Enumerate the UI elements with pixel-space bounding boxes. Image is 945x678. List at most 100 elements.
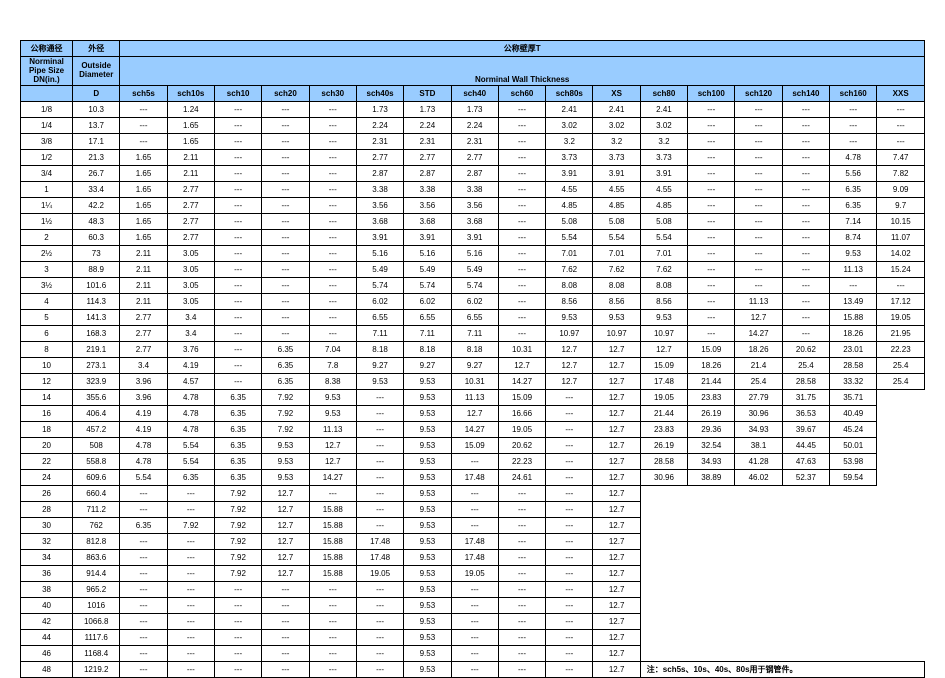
- table-row: 22558.84.785.546.359.5312.7---9.53---22.…: [21, 454, 925, 470]
- cell-d: 141.3: [73, 310, 120, 326]
- cell-val: 11.13: [309, 422, 356, 438]
- cell-val: ---: [262, 230, 309, 246]
- cell-val: 6.35: [214, 390, 261, 406]
- cell-val: 5.08: [593, 214, 640, 230]
- cell-val: ---: [498, 262, 545, 278]
- cell-blank: [735, 502, 782, 518]
- cell-val: ---: [214, 150, 261, 166]
- table-row: 24609.65.546.356.359.5314.27---9.5317.48…: [21, 470, 925, 486]
- cell-dn: 1½: [21, 214, 73, 230]
- cell-val: ---: [120, 630, 167, 646]
- hdr-sch-sch30: sch30: [309, 86, 356, 102]
- cell-val: 17.48: [451, 470, 498, 486]
- cell-val: 9.53: [404, 422, 451, 438]
- cell-blank: [830, 534, 877, 550]
- cell-val: ---: [546, 486, 593, 502]
- cell-blank: [688, 646, 735, 662]
- cell-val: 6.35: [262, 342, 309, 358]
- cell-val: 4.19: [120, 406, 167, 422]
- cell-d: 558.8: [73, 454, 120, 470]
- cell-val: ---: [356, 486, 403, 502]
- cell-val: ---: [546, 646, 593, 662]
- cell-val: 9.53: [262, 470, 309, 486]
- cell-val: ---: [356, 502, 403, 518]
- cell-val: 10.97: [546, 326, 593, 342]
- cell-val: 8.74: [830, 230, 877, 246]
- cell-val: ---: [498, 566, 545, 582]
- cell-val: 4.57: [167, 374, 214, 390]
- cell-val: 34.93: [688, 454, 735, 470]
- cell-val: ---: [309, 214, 356, 230]
- cell-val: 1.73: [356, 102, 403, 118]
- cell-val: 38.89: [688, 470, 735, 486]
- cell-val: 6.35: [214, 422, 261, 438]
- cell-val: ---: [546, 566, 593, 582]
- cell-val: 10.31: [498, 342, 545, 358]
- hdr-sch-sch100: sch100: [688, 86, 735, 102]
- cell-val: 7.01: [640, 246, 687, 262]
- hdr-sch-sch120: sch120: [735, 86, 782, 102]
- cell-val: ---: [546, 614, 593, 630]
- cell-val: 12.7: [262, 550, 309, 566]
- cell-val: 9.53: [404, 470, 451, 486]
- cell-val: 12.7: [593, 598, 640, 614]
- cell-val: 6.35: [262, 374, 309, 390]
- cell-val: ---: [214, 614, 261, 630]
- cell-val: 12.7: [546, 342, 593, 358]
- cell-val: ---: [214, 358, 261, 374]
- cell-val: ---: [309, 198, 356, 214]
- cell-val: 34.93: [735, 422, 782, 438]
- cell-blank: [877, 470, 925, 486]
- cell-blank: [877, 646, 925, 662]
- cell-val: 3.02: [546, 118, 593, 134]
- cell-val: 3.2: [546, 134, 593, 150]
- cell-val: ---: [688, 198, 735, 214]
- cell-blank: [830, 518, 877, 534]
- cell-val: 30.96: [735, 406, 782, 422]
- cell-val: ---: [120, 614, 167, 630]
- cell-val: 16.66: [498, 406, 545, 422]
- cell-blank: [688, 550, 735, 566]
- table-row: 4114.32.113.05---------6.026.026.02---8.…: [21, 294, 925, 310]
- cell-val: 6.55: [451, 310, 498, 326]
- cell-val: 5.74: [404, 278, 451, 294]
- cell-blank: [735, 598, 782, 614]
- cell-val: 2.24: [404, 118, 451, 134]
- cell-blank: [830, 614, 877, 630]
- hdr-sch-sch10s: sch10s: [167, 86, 214, 102]
- cell-val: 12.7: [593, 518, 640, 534]
- cell-val: ---: [782, 102, 829, 118]
- cell-val: ---: [498, 582, 545, 598]
- cell-val: 1.73: [404, 102, 451, 118]
- cell-blank: [830, 502, 877, 518]
- cell-val: 3.38: [404, 182, 451, 198]
- cell-val: ---: [120, 102, 167, 118]
- cell-dn: 10: [21, 358, 73, 374]
- cell-val: 15.88: [309, 550, 356, 566]
- cell-val: 9.53: [404, 550, 451, 566]
- cell-d: 60.3: [73, 230, 120, 246]
- cell-val: 14.27: [451, 422, 498, 438]
- cell-val: ---: [356, 614, 403, 630]
- cell-val: ---: [309, 230, 356, 246]
- cell-blank: [830, 646, 877, 662]
- cell-val: 6.35: [167, 470, 214, 486]
- cell-val: 7.82: [877, 166, 925, 182]
- cell-val: ---: [451, 486, 498, 502]
- cell-val: ---: [546, 598, 593, 614]
- cell-blank: [877, 502, 925, 518]
- cell-d: 168.3: [73, 326, 120, 342]
- cell-val: 19.05: [877, 310, 925, 326]
- hdr-sch-STD: STD: [404, 86, 451, 102]
- cell-val: ---: [262, 134, 309, 150]
- cell-val: ---: [451, 662, 498, 678]
- cell-dn: 20: [21, 438, 73, 454]
- cell-val: 59.54: [830, 470, 877, 486]
- cell-val: 8.56: [546, 294, 593, 310]
- cell-val: ---: [309, 614, 356, 630]
- cell-val: ---: [262, 278, 309, 294]
- cell-blank: [688, 502, 735, 518]
- cell-val: ---: [830, 118, 877, 134]
- cell-blank: [640, 518, 687, 534]
- cell-blank: [640, 534, 687, 550]
